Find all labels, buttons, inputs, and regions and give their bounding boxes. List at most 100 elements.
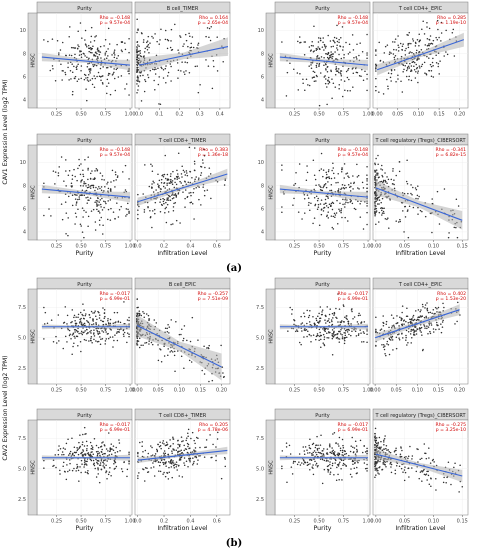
chart-7-purity-point-248 [323,459,326,462]
chart-1-infiltration-point-175 [426,55,428,58]
chart-4-purity-point-20 [70,338,72,340]
chart-7-purity-point-38 [354,462,356,465]
chart-3-infiltration-point-34 [398,170,401,173]
chart-3-purity-point-152 [361,181,364,184]
chart-5-purity-point-22 [296,329,298,331]
chart-7-infiltration-point-155 [389,463,391,465]
chart-1-infiltration-point-201 [400,80,402,83]
chart-0-infiltration-point-111 [208,36,210,39]
chart-5-infiltration-point-150 [405,320,407,323]
chart-3-purity-point-235 [327,217,330,219]
chart-1-purity-point-176 [366,78,368,80]
chart-1-infiltration-point-193 [426,21,428,24]
chart-2-infiltration-point-168 [204,166,206,169]
chart-0-infiltration-point-144 [167,71,170,74]
chart-2-infiltration-point-110 [173,186,176,189]
chart-4-purity-point-97 [69,333,71,336]
chart-4-purity-point-87 [80,330,83,333]
chart-7-infiltration-point-123 [430,477,432,479]
chart-2-purity-point-169 [43,214,45,217]
chart-4-purity-point-80 [93,338,95,341]
chart-5-purity-point-34 [363,321,366,323]
chart-5-purity-point-227 [319,306,322,308]
chart-3-infiltration-point-18 [375,200,378,202]
chart-6-purity-point-122 [108,450,111,453]
chart-4-purity-point-144 [76,335,79,338]
chart-3-infiltration-point-13 [393,179,395,181]
chart-0-purity-point-11 [104,52,107,54]
chart-5-purity-point-73 [293,323,295,326]
chart-7-infiltration-point-214 [390,466,392,468]
chart-1-purity-point-123 [356,71,359,74]
chart-3-infiltration-point-1 [381,169,384,171]
chart-2-infiltration-point-9 [174,177,176,180]
chart-6-purity-point-160 [101,453,104,456]
chart-2-infiltration-point-29 [154,201,157,204]
chart-1-infiltration-point-203 [413,61,416,64]
chart-7-infiltration-point-235 [395,453,397,456]
chart-6-purity-point-17 [55,466,57,469]
chart-6-infiltration-point-14 [180,436,183,438]
chart-1-purity-point-188 [329,56,332,58]
chart-2-purity-point-60 [110,181,112,183]
chart-0-purity-point-96 [58,53,60,56]
chart-2-infiltration-point-149 [186,174,189,177]
chart-5-purity-point-23 [344,329,347,332]
chart-1-purity-point-19 [317,41,320,43]
chart-2-infiltration-point-46 [209,173,212,175]
chart-2-purity-point-162 [98,204,100,206]
chart-5-purity-strip-label: Purity [315,282,330,288]
chart-5-infiltration-point-223 [385,323,388,326]
chart-1-purity-rho-label: Rho = -0.148 [338,15,369,21]
chart-7-infiltration-point-138 [426,479,428,481]
chart-6-purity-point-198 [126,468,129,471]
chart-1-infiltration-point-94 [422,20,424,23]
chart-1-infiltration-point-221 [395,49,398,51]
chart-0-infiltration-point-50 [149,42,151,44]
chart-3-purity-point-90 [352,188,354,190]
chart-7-purity-point-133 [366,452,368,455]
chart-7-infiltration-point-58 [458,491,460,493]
chart-6-purity-point-109 [84,433,86,435]
chart-0-infiltration-point-38 [210,26,212,28]
chart-0-purity-point-237 [128,38,130,40]
chart-2-purity-point-126 [76,194,78,196]
chart-7-infiltration-p-label: p = 3.25e-10 [436,427,466,433]
chart-0-infiltration-point-199 [177,49,179,51]
chart-0-infiltration-point-154 [142,74,144,77]
chart-7-infiltration-point-231 [429,462,432,464]
chart-4-purity-point-195 [74,337,76,339]
chart-1-purity-point-107 [330,69,332,71]
chart-3-purity-point-108 [330,184,333,186]
chart-3-purity-point-89 [325,195,328,197]
chart-6-purity-point-221 [86,460,88,463]
chart-2-infiltration-point-87 [172,223,174,225]
chart-6-infiltration-point-249 [162,440,165,442]
chart-4-purity-point-14 [96,341,99,343]
chart-1-purity-point-201 [336,70,338,72]
chart-6-infiltration-point-129 [182,440,184,442]
chart-4-purity-point-179 [71,353,73,355]
chart-2-infiltration-point-184 [151,183,153,185]
chart-0-infiltration-point-46 [186,61,189,64]
chart-2-infiltration-point-162 [175,183,178,186]
chart-5-purity-rho-label: Rho = -0.017 [338,291,369,297]
chart-2-purity-point-51 [61,218,64,221]
chart-3-infiltration-point-170 [374,198,376,200]
chart-7-purity-point-157 [326,465,329,468]
chart-4-purity-point-118 [100,319,102,322]
chart-2-purity-point-234 [107,190,109,192]
chart-3-infiltration-point-81 [374,186,376,189]
chart-6-infiltration-point-147 [192,464,194,466]
chart-7-purity-point-255 [289,453,292,455]
chart-0-infiltration-point-164 [153,79,155,82]
chart-7-infiltration-point-254 [419,458,421,460]
chart-7-purity-point-123 [292,460,295,463]
chart-3-purity-ytick-label-1: 6 [261,207,264,213]
chart-0-purity-xtick-label-0: 0.25 [51,112,62,118]
chart-6-purity-point-59 [61,451,64,453]
chart-4-purity-point-35 [95,323,97,326]
chart-0-purity-point-35 [71,71,74,73]
chart-2-infiltration-point-194 [178,177,180,179]
